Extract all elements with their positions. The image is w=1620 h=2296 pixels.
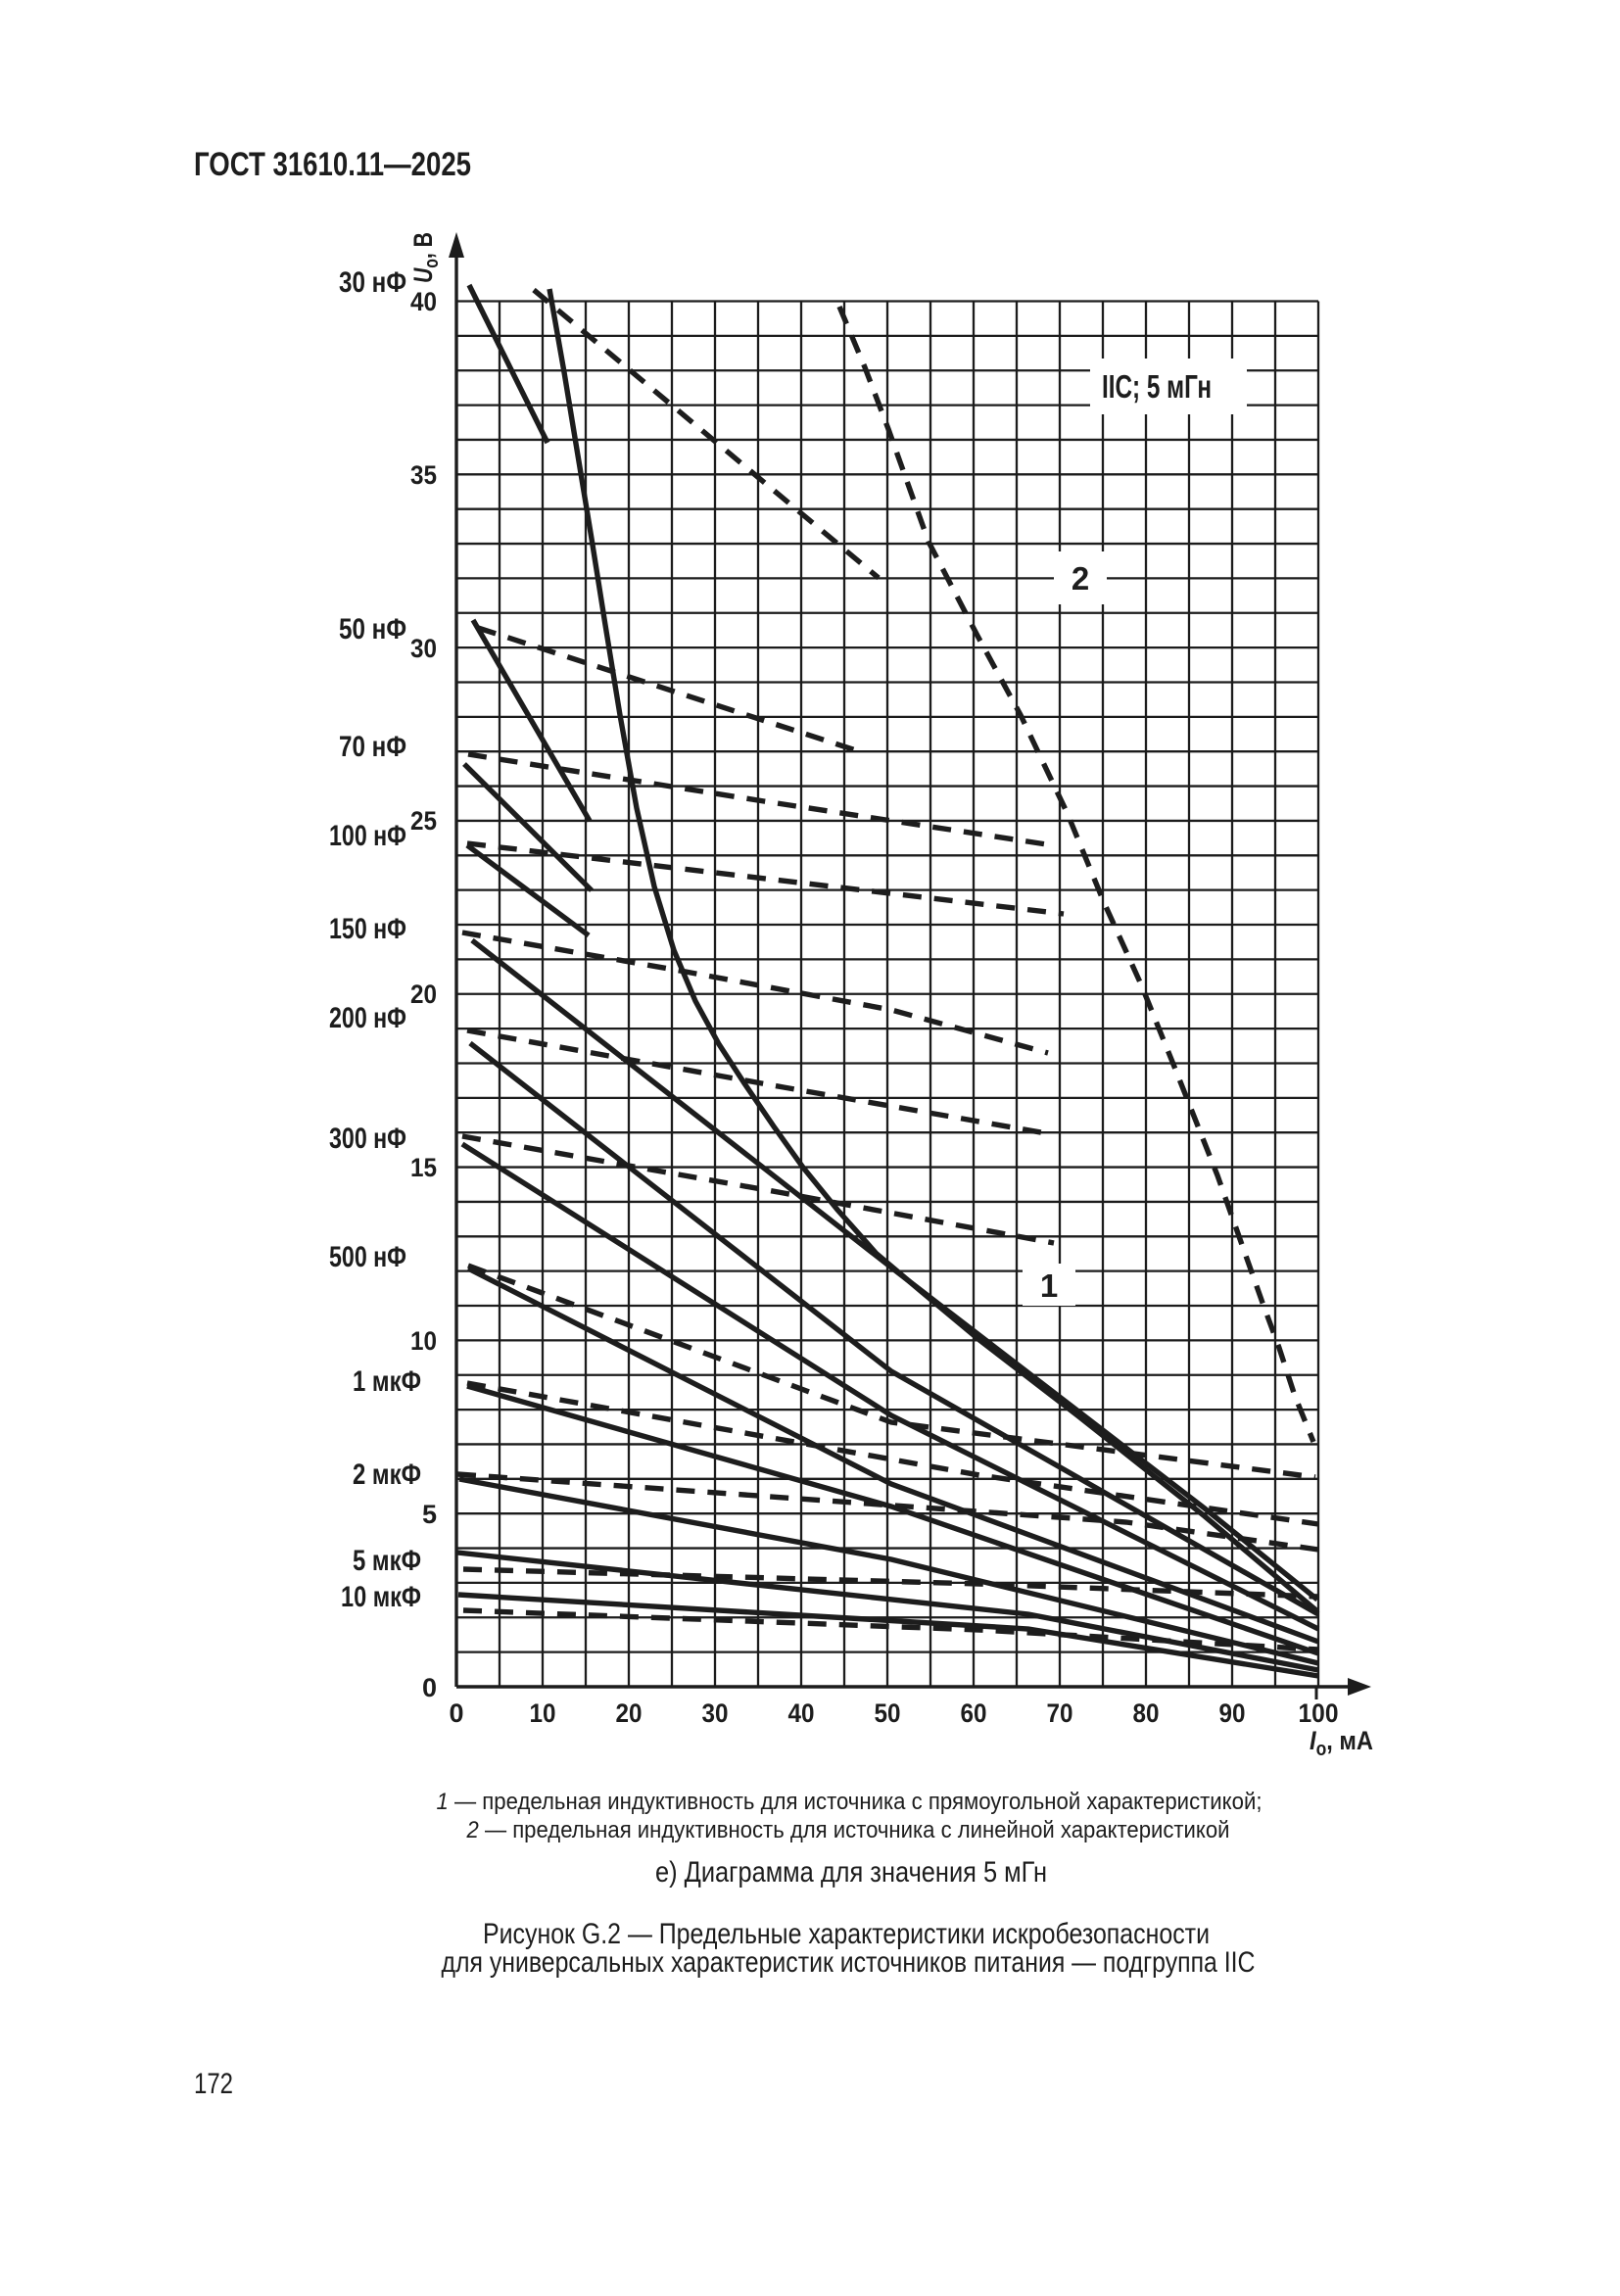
svg-text:30 нФ: 30 нФ: [339, 266, 406, 299]
svg-text:0: 0: [449, 1698, 463, 1728]
svg-text:2 — предельная индуктивность д: 2 — предельная индуктивность для источни…: [466, 1817, 1230, 1843]
svg-text:1 — предельная индуктивность д: 1 — предельная индуктивность для источни…: [437, 1789, 1263, 1815]
svg-text:70 нФ: 70 нФ: [339, 731, 406, 763]
svg-text:5: 5: [422, 1500, 437, 1529]
svg-text:1 мкФ: 1 мкФ: [353, 1365, 421, 1398]
svg-text:90: 90: [1219, 1698, 1246, 1728]
svg-text:для универсальных характеристи: для универсальных характеристик источник…: [442, 1946, 1256, 1979]
svg-text:2 мкФ: 2 мкФ: [353, 1459, 421, 1491]
svg-text:0: 0: [422, 1673, 437, 1702]
svg-text:ГОСТ 31610.11—2025: ГОСТ 31610.11—2025: [194, 146, 471, 183]
svg-text:50: 50: [875, 1698, 901, 1728]
svg-text:70: 70: [1047, 1698, 1073, 1728]
svg-text:50 нФ: 50 нФ: [339, 613, 406, 646]
svg-text:200 нФ: 200 нФ: [329, 1002, 406, 1034]
svg-text:500 нФ: 500 нФ: [329, 1241, 406, 1273]
svg-text:Uо, В: Uо, В: [408, 232, 443, 283]
svg-text:Iо, мА: Iо, мА: [1310, 1726, 1373, 1760]
svg-text:172: 172: [194, 2068, 233, 2100]
svg-text:150 нФ: 150 нФ: [329, 913, 406, 945]
svg-text:е) Диаграмма для значения 5 мГ: е) Диаграмма для значения 5 мГн: [655, 1856, 1047, 1889]
svg-text:80: 80: [1133, 1698, 1160, 1728]
svg-text:10: 10: [410, 1326, 437, 1356]
svg-text:40: 40: [410, 287, 437, 316]
svg-text:40: 40: [788, 1698, 815, 1728]
svg-text:5 мкФ: 5 мкФ: [353, 1545, 421, 1577]
svg-text:2: 2: [1072, 560, 1089, 597]
svg-text:30: 30: [702, 1698, 729, 1728]
svg-text:300 нФ: 300 нФ: [329, 1123, 406, 1155]
svg-text:100 нФ: 100 нФ: [329, 820, 406, 852]
svg-text:1: 1: [1040, 1268, 1058, 1304]
svg-text:60: 60: [961, 1698, 987, 1728]
svg-text:10: 10: [530, 1698, 556, 1728]
svg-text:35: 35: [410, 460, 437, 490]
svg-text:IIC; 5 мГн: IIC; 5 мГн: [1102, 368, 1212, 405]
svg-text:25: 25: [410, 806, 437, 836]
svg-text:30: 30: [410, 634, 437, 663]
svg-text:15: 15: [410, 1153, 437, 1182]
svg-text:Рисунок G.2 — Предельные харак: Рисунок G.2 — Предельные характеристики …: [483, 1918, 1210, 1950]
svg-text:20: 20: [410, 980, 437, 1009]
svg-text:20: 20: [616, 1698, 643, 1728]
svg-text:10 мкФ: 10 мкФ: [341, 1581, 421, 1613]
svg-text:100: 100: [1299, 1698, 1339, 1728]
